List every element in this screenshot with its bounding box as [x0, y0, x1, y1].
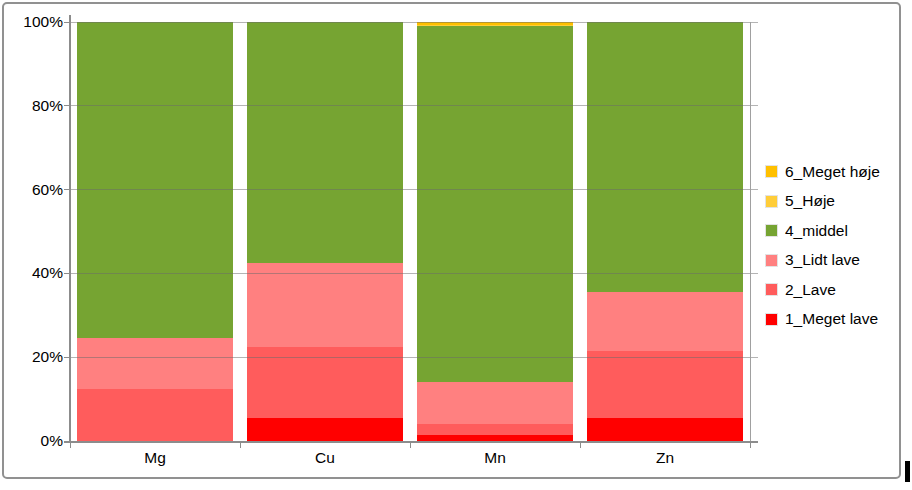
- y-axis-label: 0%: [3, 432, 63, 450]
- chart-canvas[interactable]: 0% 20% 40% 60% 80% 100% MgCuMnZn 6_Meget høje 5…: [0, 0, 912, 490]
- legend-item-3_Lidt lave[interactable]: 3_Lidt lave: [765, 246, 910, 276]
- gridline-100%: [70, 22, 758, 23]
- legend-label: 1_Meget lave: [785, 310, 878, 328]
- gridline-40%: [70, 273, 758, 274]
- bar-segment-Mn-2_Lave[interactable]: [417, 424, 573, 434]
- bar-segment-Mn-5_Høje[interactable]: [417, 25, 573, 26]
- legend-swatch-icon: [765, 313, 778, 326]
- plot-right-border: [750, 22, 751, 441]
- legend-item-1_Meget lave[interactable]: 1_Meget lave: [765, 305, 910, 335]
- y-axis-label: 100%: [3, 13, 63, 31]
- legend-item-2_Lave[interactable]: 2_Lave: [765, 275, 910, 305]
- y-axis-label: 40%: [3, 264, 63, 282]
- legend-label: 2_Lave: [785, 281, 836, 299]
- legend-swatch-icon: [765, 254, 778, 267]
- legend-label: 4_middel: [785, 222, 848, 240]
- legend-label: 3_Lidt lave: [785, 251, 860, 269]
- category-label-Mn: Mn: [410, 448, 580, 467]
- y-axis-label: 80%: [3, 97, 63, 115]
- legend-swatch-icon: [765, 165, 778, 178]
- bar-segment-Cu-4_middel[interactable]: [247, 22, 403, 263]
- legend-swatch-icon: [765, 195, 778, 208]
- legend-item-4_middel[interactable]: 4_middel: [765, 216, 910, 246]
- bar-segment-Cu-1_Meget lave[interactable]: [247, 418, 403, 441]
- legend-label: 6_Meget høje: [785, 163, 880, 181]
- legend-item-6_Meget høje[interactable]: 6_Meget høje: [765, 157, 910, 187]
- legend-swatch-icon: [765, 283, 778, 296]
- x-axis-line: [64, 441, 758, 443]
- category-label-Cu: Cu: [240, 448, 410, 467]
- bar-segment-Mn-3_Lidt lave[interactable]: [417, 382, 573, 424]
- x-axis-tick: [750, 442, 751, 448]
- category-label-Mg: Mg: [70, 448, 240, 467]
- legend-swatch-icon: [765, 224, 778, 237]
- bar-segment-Cu-3_Lidt lave[interactable]: [247, 263, 403, 347]
- legend-label: 5_Høje: [785, 192, 835, 210]
- bar-segment-Zn-1_Meget lave[interactable]: [587, 418, 743, 441]
- bar-segment-Zn-2_Lave[interactable]: [587, 351, 743, 418]
- legend: 6_Meget høje 5_Høje 4_middel 3_Lidt lave 2_L…: [765, 157, 910, 334]
- bar-segment-Mn-4_middel[interactable]: [417, 26, 573, 382]
- bar-segment-Mg-3_Lidt lave[interactable]: [77, 338, 233, 388]
- y-axis-label: 20%: [3, 348, 63, 366]
- bar-segment-Mg-4_middel[interactable]: [77, 22, 233, 338]
- bar-segment-Zn-3_Lidt lave[interactable]: [587, 292, 743, 351]
- gridline-60%: [70, 189, 758, 190]
- category-label-Zn: Zn: [580, 448, 750, 467]
- bar-segment-Mg-2_Lave[interactable]: [77, 389, 233, 441]
- bar-segment-Zn-4_middel[interactable]: [587, 22, 743, 292]
- gridline-80%: [70, 105, 758, 106]
- y-axis-label: 60%: [3, 181, 63, 199]
- gridline-20%: [70, 357, 758, 358]
- y-axis-line: [69, 15, 71, 441]
- legend-item-5_Høje[interactable]: 5_Høje: [765, 187, 910, 217]
- text-cursor-artifact: [905, 461, 910, 482]
